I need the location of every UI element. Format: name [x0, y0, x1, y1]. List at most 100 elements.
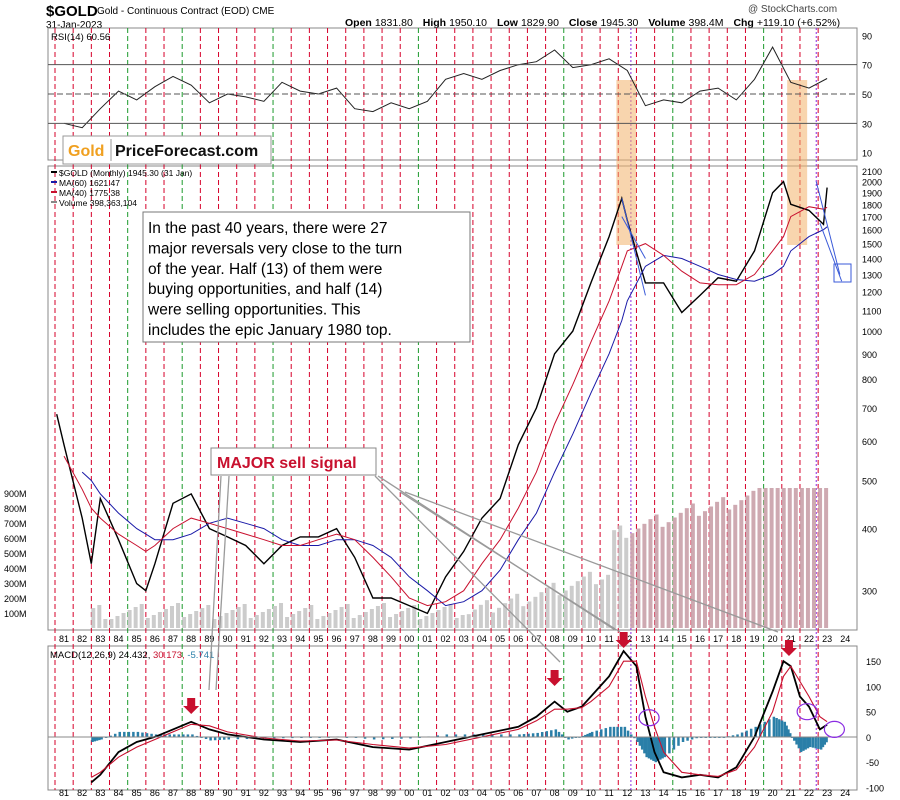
macd-hist-bar [759, 724, 762, 737]
macd-hist-bar [686, 736, 689, 741]
volume-bar [478, 604, 483, 628]
price-tick-label: 1600 [862, 226, 882, 236]
rsi-legend: RSI(14) 60.56 [51, 32, 110, 43]
volume-bar [454, 618, 459, 628]
volume-bar [818, 488, 823, 628]
volume-bar [466, 614, 471, 628]
x-tick-label-bottom: 05 [495, 788, 505, 798]
chart-date: 31-Jan-2023 [46, 20, 103, 31]
macd-hist-bar [545, 731, 549, 737]
volume-bar [254, 615, 259, 628]
price-legend-entry: $GOLD (Monthly) 1945.30 (31 Jan) [59, 168, 192, 178]
highlight-band [787, 80, 808, 245]
x-tick-label-top: 23 [822, 634, 832, 644]
macd-hist-bar [132, 731, 135, 737]
volume-bar [460, 615, 465, 628]
macd-hist-bar [436, 735, 439, 737]
x-tick-label-bottom: 22 [804, 788, 814, 798]
volume-bar [200, 608, 205, 628]
volume-bar [345, 604, 350, 628]
macd-hist-bar [654, 736, 658, 763]
macd-hist-bar [445, 734, 449, 737]
volume-bar [145, 618, 150, 628]
macd-hist-bar [581, 735, 585, 737]
x-tick-label-top: 20 [768, 634, 778, 644]
macd-hist-bar [381, 736, 385, 740]
macd-hist-bar [98, 736, 101, 741]
macd-hist-bar [745, 730, 748, 737]
sell-signal-pointer [208, 475, 222, 691]
volume-bar [696, 515, 701, 628]
price-legend-swatch [51, 181, 57, 183]
macd-hist-bar [400, 736, 403, 739]
sell-signal-pointer [377, 475, 616, 631]
volume-tick-label: 200M [4, 594, 27, 604]
reversal-text-line: major reversals very close to the turn [148, 240, 402, 257]
x-tick-label-top: 19 [749, 634, 759, 644]
volume-bar [678, 512, 683, 628]
x-tick-label-bottom: 13 [640, 788, 650, 798]
macd-hist-bar [567, 736, 570, 740]
volume-bar [521, 606, 526, 628]
macd-hist-bar [91, 736, 94, 742]
x-tick-label-bottom: 97 [350, 788, 360, 798]
macd-legend: MACD(12,26,9) 24.432, 30.173, -5.741 [50, 650, 214, 661]
volume-bar [569, 585, 574, 628]
x-tick-label-bottom: 09 [568, 788, 578, 798]
price-tick-label: 500 [862, 477, 877, 487]
price-tick-label: 2100 [862, 167, 882, 177]
macd-hist-bar [204, 736, 208, 739]
projection-line [819, 222, 843, 282]
x-tick-label-top: 82 [77, 634, 87, 644]
macd-hist-bar [222, 736, 226, 740]
volume-bar [418, 619, 423, 628]
x-tick-label-top: 94 [295, 634, 305, 644]
macd-hist-bar [159, 734, 162, 737]
volume-layer [91, 488, 829, 763]
volume-bar [285, 617, 290, 628]
x-tick-label-bottom: 15 [677, 788, 687, 798]
highlight-layer [616, 80, 808, 245]
volume-bar [224, 613, 229, 628]
volume-bar [587, 571, 592, 628]
volume-bar [793, 488, 798, 628]
volume-bar [406, 608, 411, 628]
macd-hist-bar [731, 735, 735, 737]
price-tick-label: 2000 [862, 178, 882, 188]
volume-bar [769, 488, 774, 628]
macd-hist-bar [643, 736, 646, 754]
macd-hist-bar [300, 736, 303, 738]
macd-hist-bar [127, 731, 131, 737]
x-tick-label-top: 03 [459, 634, 469, 644]
volume-bar [163, 609, 168, 628]
volume-bar [636, 528, 641, 628]
close-value: 1945.30 [600, 17, 639, 29]
macd-hist-bar [209, 736, 212, 741]
volume-bar [279, 603, 284, 628]
year-vlines-layer [54, 28, 819, 790]
macd-hist-bar [490, 734, 494, 737]
volume-bar [618, 525, 623, 628]
volume-bar [727, 509, 732, 628]
x-tick-label-top: 02 [441, 634, 451, 644]
price-tick-label: 800 [862, 375, 877, 385]
macd-hist-bar [363, 736, 367, 739]
macd-tick-label: 0 [866, 733, 871, 743]
volume-bar [169, 606, 174, 628]
x-tick-label-bottom: 23 [822, 788, 832, 798]
volume-bar [606, 574, 611, 628]
macd-hist-bar [218, 736, 221, 740]
macd-hist-bar [668, 736, 671, 754]
macd-tick-label: 100 [866, 682, 881, 692]
x-tick-label-top: 99 [386, 634, 396, 644]
macd-hist-bar [633, 736, 636, 739]
macd-hist-bar [141, 732, 144, 737]
sell-signal-text: MAJOR sell signal [217, 455, 357, 472]
series-layer [56, 46, 828, 784]
volume-tick-label: 800M [4, 504, 27, 514]
price-tick-label: 1100 [862, 307, 881, 317]
volume-bar [630, 533, 635, 628]
x-tick-label-top: 81 [59, 634, 69, 644]
macd-hist-bar [623, 726, 627, 737]
macd-hist-bar [814, 736, 817, 749]
